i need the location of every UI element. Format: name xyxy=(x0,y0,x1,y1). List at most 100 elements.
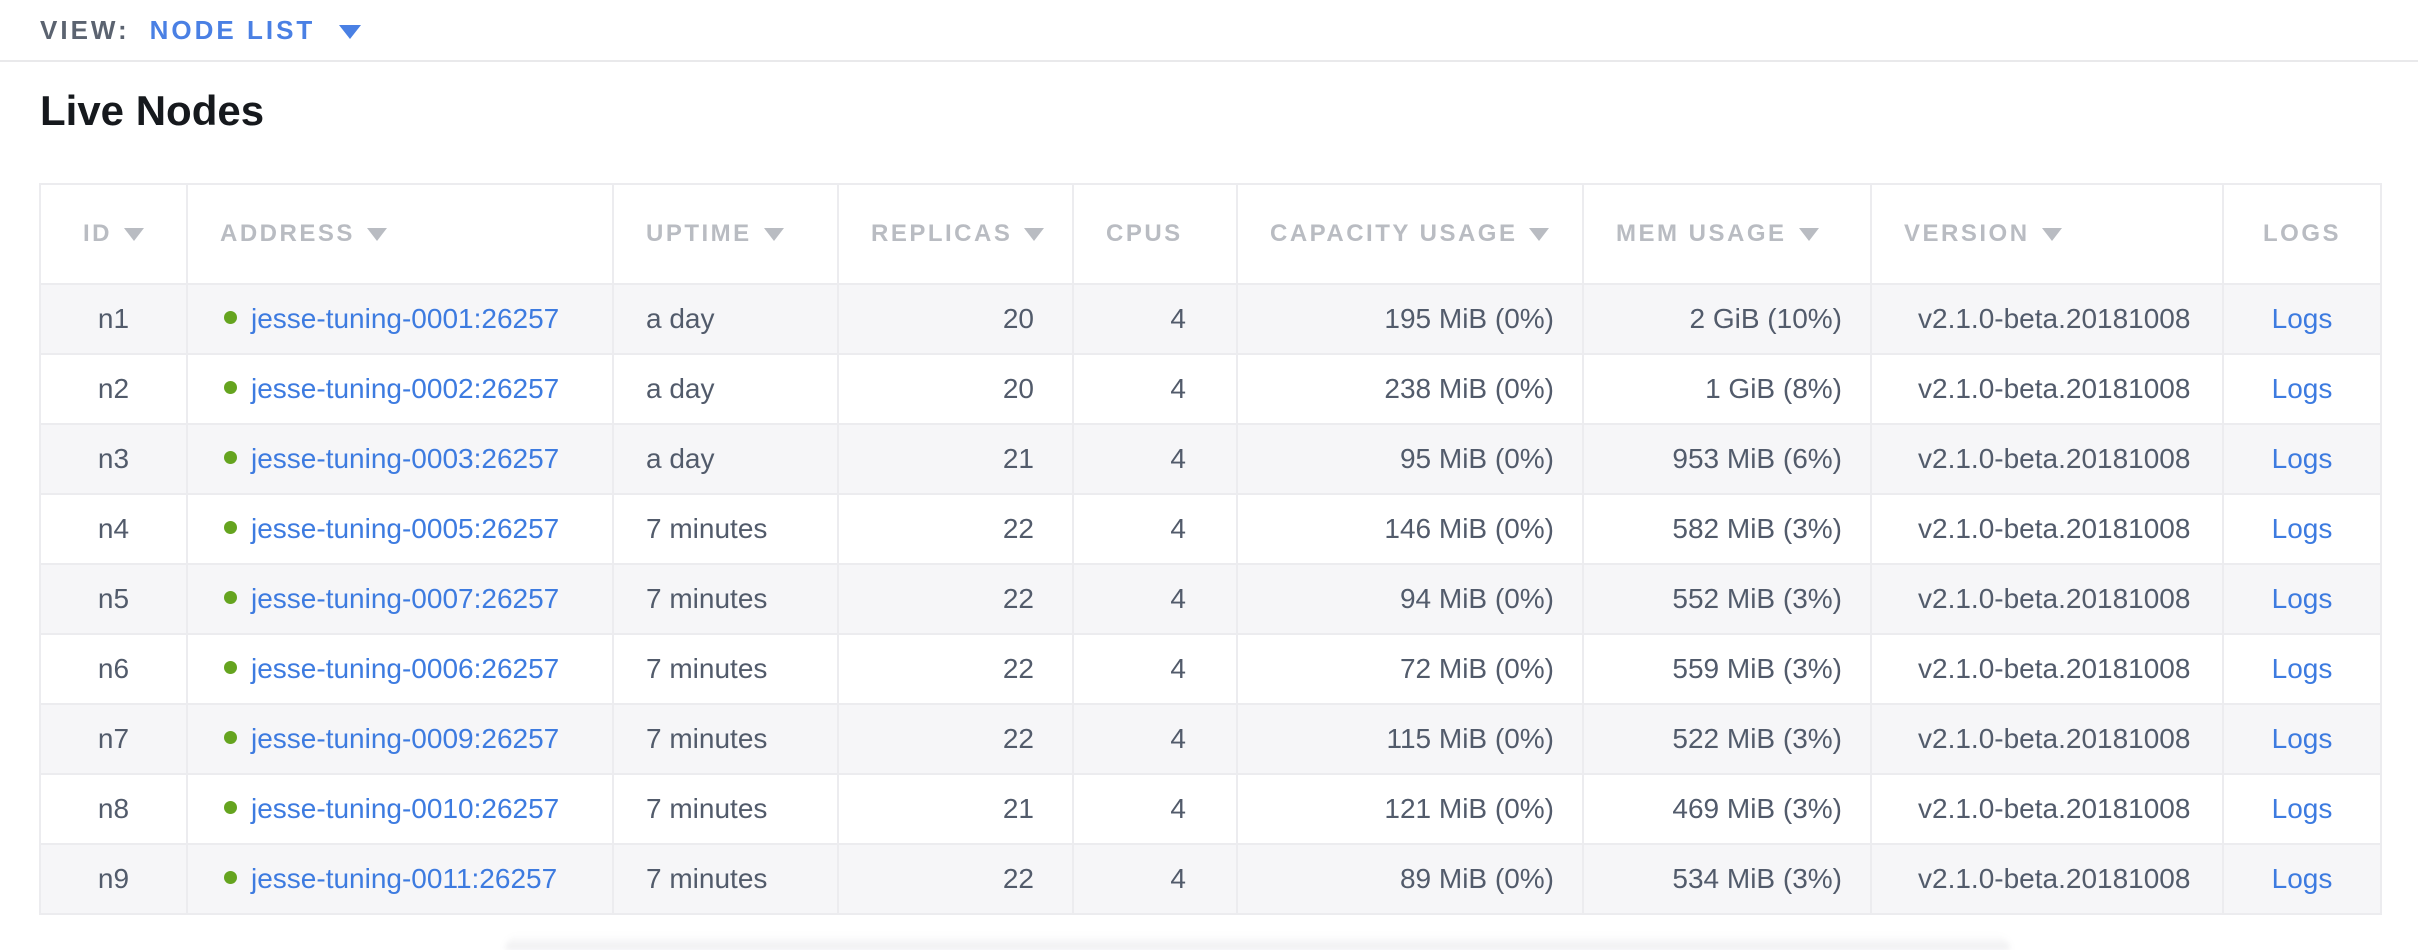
logs-link[interactable]: Logs xyxy=(2271,513,2333,545)
node-status-live-icon xyxy=(224,591,237,605)
cell-version: v2.1.0-beta.20181008 xyxy=(1870,563,2224,636)
cell-logs: Logs xyxy=(2222,353,2382,426)
cell-replicas: 20 xyxy=(837,353,1074,426)
logs-link[interactable]: Logs xyxy=(2271,443,2333,475)
cell-cpus: 4 xyxy=(1072,773,1238,846)
column-header-cpus: CPUS xyxy=(1072,183,1238,286)
cell-logs: Logs xyxy=(2222,493,2382,566)
column-header-uptime[interactable]: UPTIME xyxy=(612,183,839,286)
cell-id: n6 xyxy=(39,633,188,706)
page-title: Live Nodes xyxy=(40,87,265,134)
view-bar: VIEW: NODE LIST xyxy=(0,0,2418,62)
cell-logs: Logs xyxy=(2222,703,2382,776)
node-status-live-icon xyxy=(224,731,237,745)
column-header-mem_usage[interactable]: MEM USAGE xyxy=(1582,183,1872,286)
logs-link[interactable]: Logs xyxy=(2271,863,2333,895)
column-header-address[interactable]: ADDRESS xyxy=(186,183,614,286)
cell-id: n5 xyxy=(39,563,188,636)
node-status-live-icon xyxy=(224,451,237,465)
cell-uptime: a day xyxy=(612,283,839,356)
view-selected-value: NODE LIST xyxy=(149,14,316,45)
cell-cpus: 4 xyxy=(1072,353,1238,426)
node-address-link[interactable]: jesse-tuning-0010:26257 xyxy=(251,793,560,825)
cell-uptime: a day xyxy=(612,423,839,496)
cell-mem_usage: 582 MiB (3%) xyxy=(1582,493,1872,566)
node-status-live-icon xyxy=(224,311,237,325)
node-status-live-icon xyxy=(224,661,237,675)
cell-id: n8 xyxy=(39,773,188,846)
cell-replicas: 22 xyxy=(837,703,1074,776)
column-header-logs: LOGS xyxy=(2222,183,2382,286)
node-address-link[interactable]: jesse-tuning-0011:26257 xyxy=(251,863,558,895)
cell-cpus: 4 xyxy=(1072,423,1238,496)
cell-mem_usage: 552 MiB (3%) xyxy=(1582,563,1872,636)
cell-mem_usage: 534 MiB (3%) xyxy=(1582,843,1872,916)
live-nodes-section: Live Nodes ID ADDRESS UPTIME REPLICAS CPUS CA… xyxy=(0,87,2418,916)
cell-id: n3 xyxy=(39,423,188,496)
node-address-link[interactable]: jesse-tuning-0001:26257 xyxy=(251,303,560,335)
logs-link[interactable]: Logs xyxy=(2271,723,2333,755)
logs-link[interactable]: Logs xyxy=(2271,303,2333,335)
table-row: n6 jesse-tuning-0006:26257 7 minutes 22 4 72 … xyxy=(39,633,2382,706)
view-selector-dropdown[interactable]: NODE LIST xyxy=(150,15,362,46)
node-status-live-icon xyxy=(224,521,237,535)
cell-mem_usage: 1 GiB (8%) xyxy=(1582,353,1872,426)
node-status-live-icon xyxy=(224,871,237,885)
column-header-capacity_usage[interactable]: CAPACITY USAGE xyxy=(1236,183,1584,286)
table-body: n1 jesse-tuning-0001:26257 a day 20 4 195 MiB… xyxy=(39,283,2382,916)
cell-replicas: 22 xyxy=(837,843,1074,916)
column-header-replicas[interactable]: REPLICAS xyxy=(837,183,1074,286)
cell-mem_usage: 469 MiB (3%) xyxy=(1582,773,1872,846)
cell-mem_usage: 953 MiB (6%) xyxy=(1582,423,1872,496)
nodes-table: ID ADDRESS UPTIME REPLICAS CPUS CAPACITY USAG… xyxy=(39,183,2382,916)
cell-cpus: 4 xyxy=(1072,493,1238,566)
table-row: n5 jesse-tuning-0007:26257 7 minutes 22 4 94 … xyxy=(39,563,2382,636)
sort-desc-icon xyxy=(2041,228,2062,242)
logs-link[interactable]: Logs xyxy=(2271,583,2333,615)
cell-version: v2.1.0-beta.20181008 xyxy=(1870,633,2224,706)
column-header-version[interactable]: VERSION xyxy=(1870,183,2224,286)
view-label: VIEW: xyxy=(40,14,130,45)
cell-address: jesse-tuning-0001:26257 xyxy=(186,283,614,356)
cell-mem_usage: 559 MiB (3%) xyxy=(1582,633,1872,706)
node-address-link[interactable]: jesse-tuning-0007:26257 xyxy=(251,583,560,615)
logs-link[interactable]: Logs xyxy=(2271,373,2333,405)
node-address-link[interactable]: jesse-tuning-0005:26257 xyxy=(251,513,560,545)
cell-version: v2.1.0-beta.20181008 xyxy=(1870,773,2224,846)
cell-logs: Logs xyxy=(2222,283,2382,356)
cell-uptime: 7 minutes xyxy=(612,703,839,776)
cell-logs: Logs xyxy=(2222,843,2382,916)
column-header-id[interactable]: ID xyxy=(39,183,188,286)
cell-capacity_usage: 89 MiB (0%) xyxy=(1236,843,1584,916)
cell-capacity_usage: 238 MiB (0%) xyxy=(1236,353,1584,426)
cell-capacity_usage: 195 MiB (0%) xyxy=(1236,283,1584,356)
cell-uptime: 7 minutes xyxy=(612,633,839,706)
cell-cpus: 4 xyxy=(1072,703,1238,776)
cell-capacity_usage: 146 MiB (0%) xyxy=(1236,493,1584,566)
cell-uptime: 7 minutes xyxy=(612,493,839,566)
below-fold-shadow xyxy=(505,934,2010,950)
logs-link[interactable]: Logs xyxy=(2271,793,2333,825)
column-header-label: ADDRESS xyxy=(220,220,355,248)
node-address-link[interactable]: jesse-tuning-0003:26257 xyxy=(251,443,560,475)
cell-replicas: 21 xyxy=(837,773,1074,846)
column-header-label: UPTIME xyxy=(646,220,752,248)
cell-logs: Logs xyxy=(2222,633,2382,706)
cell-mem_usage: 2 GiB (10%) xyxy=(1582,283,1872,356)
column-header-label: ID xyxy=(83,220,112,248)
node-address-link[interactable]: jesse-tuning-0006:26257 xyxy=(251,653,560,685)
cell-version: v2.1.0-beta.20181008 xyxy=(1870,283,2224,356)
node-address-link[interactable]: jesse-tuning-0009:26257 xyxy=(251,723,560,755)
cell-logs: Logs xyxy=(2222,563,2382,636)
cell-version: v2.1.0-beta.20181008 xyxy=(1870,423,2224,496)
node-address-link[interactable]: jesse-tuning-0002:26257 xyxy=(251,373,560,405)
sort-desc-icon xyxy=(1798,228,1819,242)
cell-uptime: 7 minutes xyxy=(612,563,839,636)
cell-version: v2.1.0-beta.20181008 xyxy=(1870,703,2224,776)
column-header-label: LOGS xyxy=(2262,220,2341,248)
cell-address: jesse-tuning-0007:26257 xyxy=(186,563,614,636)
logs-link[interactable]: Logs xyxy=(2271,653,2333,685)
cell-address: jesse-tuning-0009:26257 xyxy=(186,703,614,776)
cell-replicas: 21 xyxy=(837,423,1074,496)
cell-uptime: a day xyxy=(612,353,839,426)
